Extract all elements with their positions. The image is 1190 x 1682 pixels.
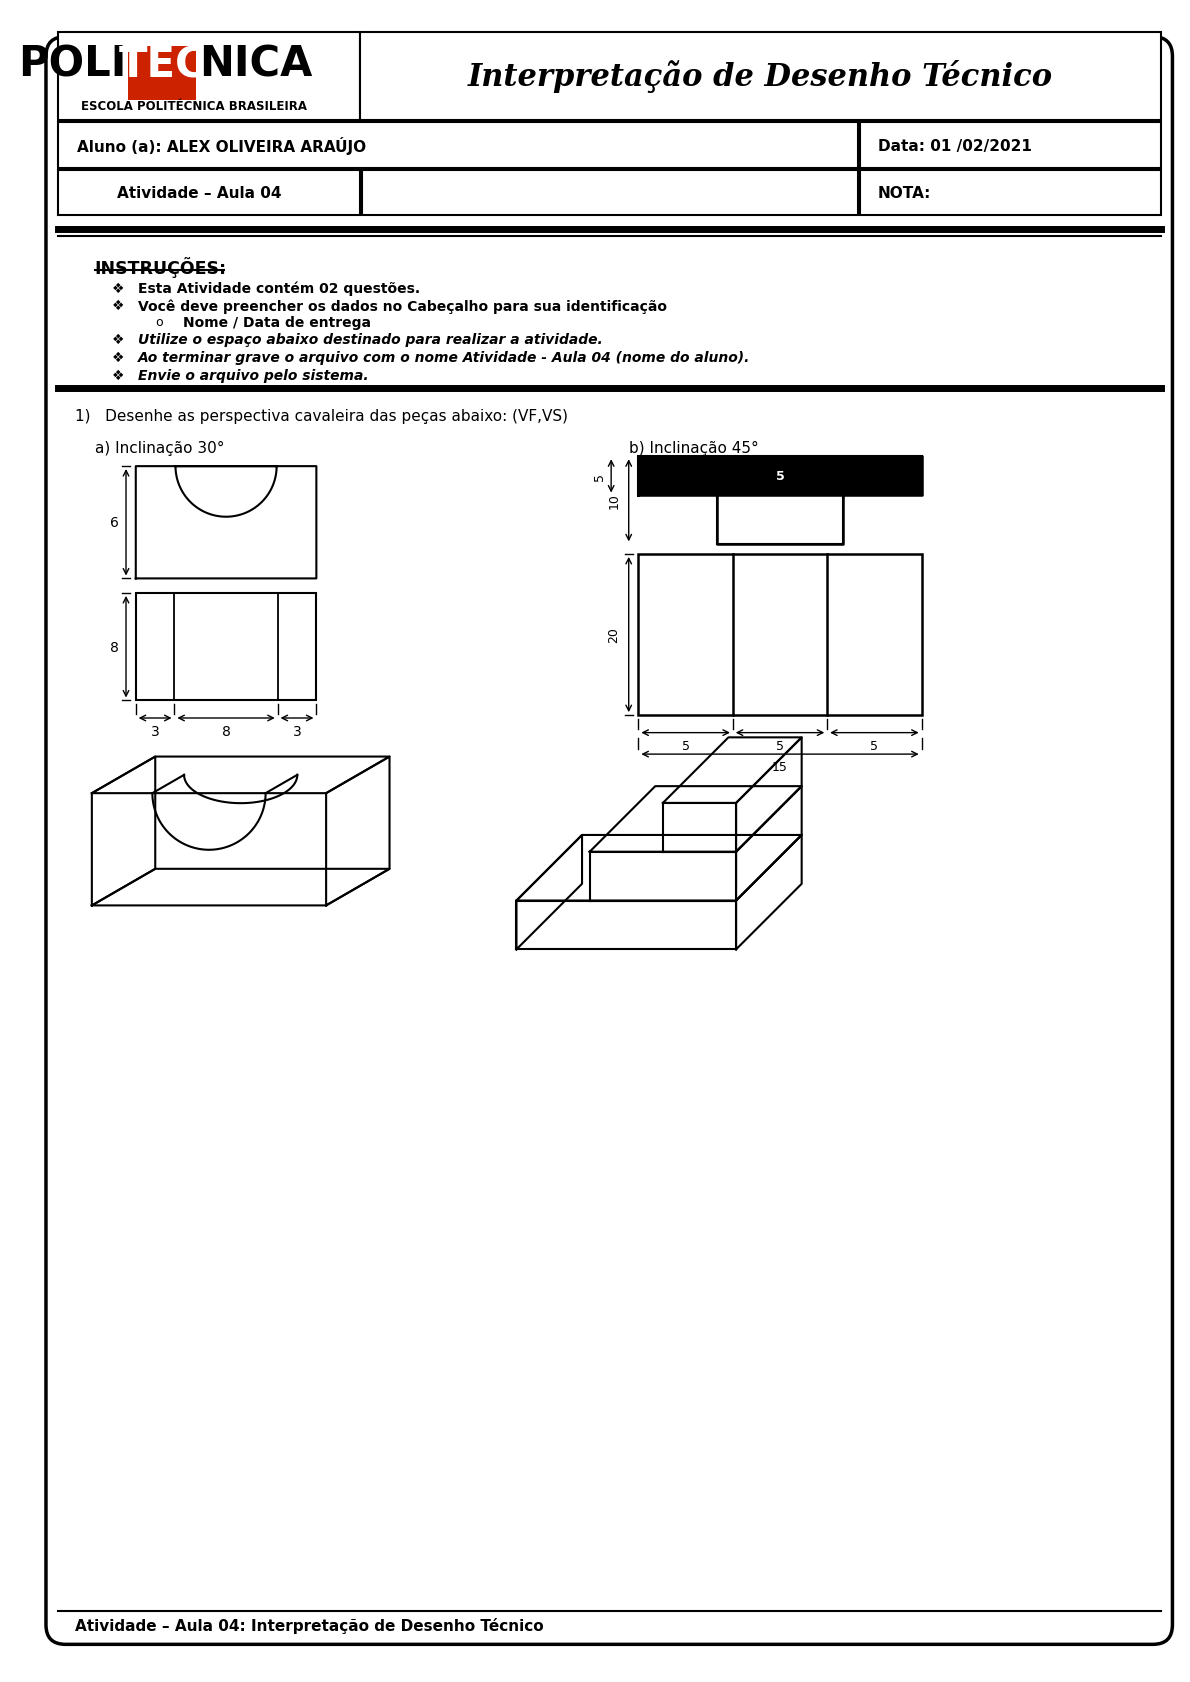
Text: Interpretação de Desenho Técnico: Interpretação de Desenho Técnico (468, 61, 1053, 93)
Text: Você deve preencher os dados no Cabeçalho para sua identificação: Você deve preencher os dados no Cabeçalh… (138, 299, 666, 313)
Text: 3: 3 (151, 725, 159, 738)
Text: Nome / Data de entrega: Nome / Data de entrega (182, 316, 370, 330)
Text: TÉC: TÉC (118, 44, 206, 86)
Text: ❖: ❖ (112, 299, 124, 313)
Text: Ao terminar grave o arquivo com o nome Atividade - Aula 04 (nome do aluno).: Ao terminar grave o arquivo com o nome A… (138, 352, 750, 365)
Text: 15: 15 (772, 760, 788, 774)
Text: 20: 20 (608, 627, 620, 643)
Text: 5: 5 (776, 471, 784, 483)
Text: POLI: POLI (18, 44, 126, 86)
Polygon shape (716, 496, 844, 545)
Text: ❖: ❖ (112, 281, 124, 296)
Text: Utilize o espaço abaixo destinado para realizar a atividade.: Utilize o espaço abaixo destinado para r… (138, 333, 602, 346)
Text: ❖: ❖ (112, 368, 124, 382)
Text: Data: 01 /02/2021: Data: 01 /02/2021 (878, 138, 1032, 153)
FancyBboxPatch shape (860, 123, 1160, 170)
FancyBboxPatch shape (639, 555, 921, 715)
Text: 5: 5 (593, 473, 606, 481)
Text: Atividade – Aula 04: Interpretação de Desenho Técnico: Atividade – Aula 04: Interpretação de De… (75, 1616, 544, 1633)
Text: ❖: ❖ (112, 333, 124, 346)
Text: 5: 5 (870, 740, 878, 752)
Polygon shape (639, 458, 921, 496)
Text: 8: 8 (221, 725, 231, 738)
FancyBboxPatch shape (860, 172, 1160, 217)
FancyBboxPatch shape (361, 32, 1160, 121)
Text: a) Inclinação 30°: a) Inclinação 30° (95, 441, 224, 456)
Text: b) Inclinação 45°: b) Inclinação 45° (628, 441, 758, 456)
Text: ESCOLA POLITÉCNICA BRASILEIRA: ESCOLA POLITÉCNICA BRASILEIRA (81, 101, 307, 113)
Text: 10: 10 (608, 493, 620, 510)
Text: Envie o arquivo pelo sistema.: Envie o arquivo pelo sistema. (138, 368, 369, 382)
Text: 3: 3 (293, 725, 301, 738)
FancyBboxPatch shape (46, 37, 1172, 1645)
Text: INSTRUÇÕES:: INSTRUÇÕES: (95, 257, 227, 278)
Text: NICA: NICA (199, 44, 313, 86)
Text: Esta Atividade contém 02 questões.: Esta Atividade contém 02 questões. (138, 281, 420, 296)
Text: 6: 6 (109, 516, 119, 530)
Text: ❖: ❖ (112, 352, 124, 365)
FancyBboxPatch shape (57, 32, 361, 121)
FancyBboxPatch shape (129, 47, 196, 101)
FancyBboxPatch shape (136, 594, 317, 701)
Text: Atividade – Aula 04: Atividade – Aula 04 (117, 187, 282, 202)
FancyBboxPatch shape (57, 172, 361, 217)
Text: 1)   Desenhe as perspectiva cavaleira das peças abaixo: (VF,VS): 1) Desenhe as perspectiva cavaleira das … (75, 409, 569, 424)
Text: Aluno (a): ALEX OLIVEIRA ARAÚJO: Aluno (a): ALEX OLIVEIRA ARAÚJO (77, 136, 367, 155)
Text: 5: 5 (682, 740, 690, 752)
FancyBboxPatch shape (57, 123, 858, 170)
FancyBboxPatch shape (362, 172, 858, 217)
Text: 8: 8 (109, 641, 119, 654)
Text: 5: 5 (776, 740, 784, 752)
Text: NOTA:: NOTA: (878, 187, 931, 202)
Text: o: o (156, 316, 163, 328)
